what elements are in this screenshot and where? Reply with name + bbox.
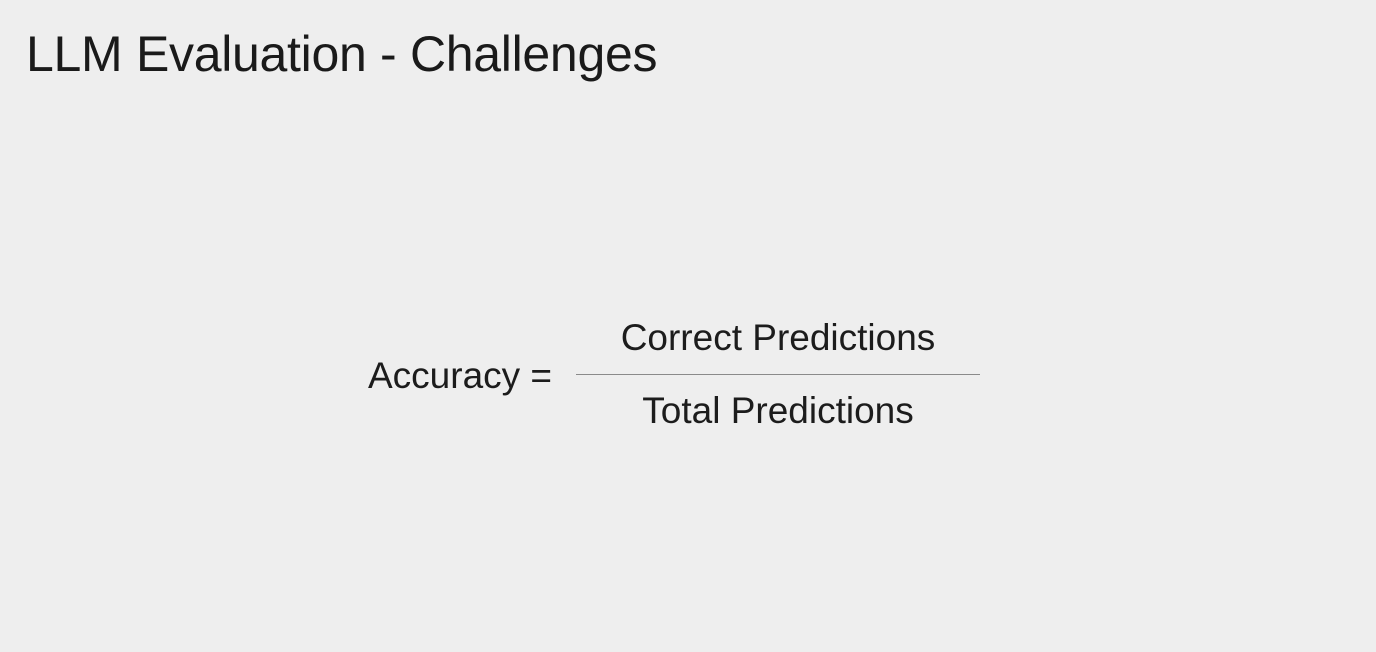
fraction-bar: [576, 374, 980, 375]
formula-lhs: Accuracy =: [368, 355, 553, 396]
fraction: Correct Predictions Total Predictions: [576, 312, 980, 436]
accuracy-formula: Accuracy = Correct Predictions Total Pre…: [368, 312, 988, 436]
formula-numerator: Correct Predictions: [620, 317, 936, 358]
formula-denominator: Total Predictions: [642, 390, 914, 431]
slide-title: LLM Evaluation - Challenges: [26, 26, 658, 82]
